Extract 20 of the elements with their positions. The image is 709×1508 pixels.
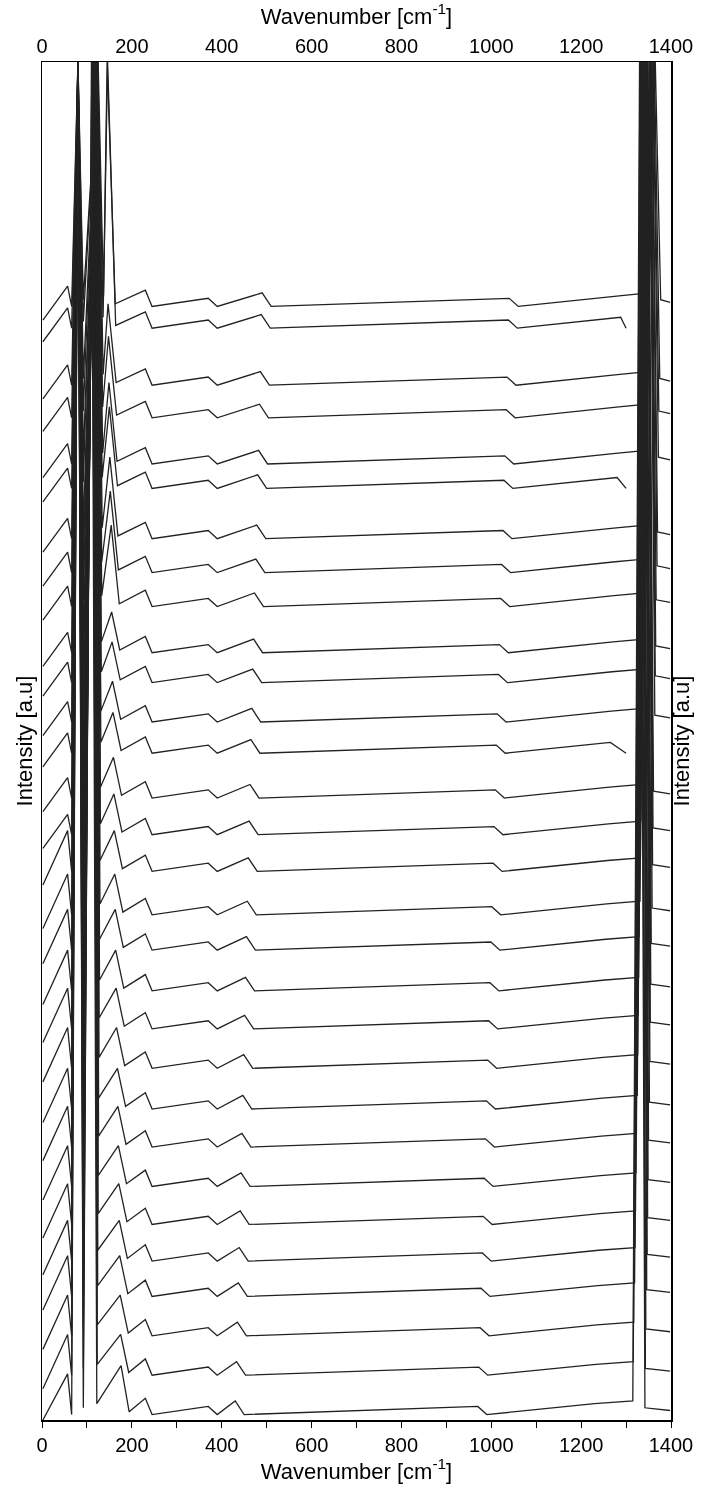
y2-axis-title: Intensity [a.u] (669, 675, 695, 807)
x2-tick-label: 1400 (648, 1433, 694, 1456)
x2-tick-label: 800 (384, 1433, 419, 1456)
x2-tick-label: 600 (294, 1433, 329, 1456)
x-tick-label: 1200 (558, 34, 604, 57)
x2-tick-label: 1200 (558, 1433, 604, 1456)
x-tick-label: 0 (36, 34, 48, 57)
x-axis-title: Wavenumber [cm$^{-1}$] (260, 1455, 453, 1484)
x2-axis-title: Wavenumber [cm$^{-1}$] (260, 0, 453, 29)
x2-tick-label: 400 (205, 1433, 239, 1456)
x2-tick-label: 200 (115, 1433, 149, 1456)
x-tick-label: 600 (294, 34, 329, 57)
x-tick-label: 800 (384, 34, 419, 57)
x2-tick-label: 1000 (469, 1433, 514, 1456)
x-tick-label: 1400 (648, 34, 694, 57)
x-tick-label: 400 (205, 34, 239, 57)
x-tick-label: 200 (115, 34, 149, 57)
y-axis-title: Intensity [a.u] (11, 675, 37, 807)
x2-tick-label: 0 (36, 1433, 48, 1456)
x-tick-label: 1000 (469, 34, 514, 57)
